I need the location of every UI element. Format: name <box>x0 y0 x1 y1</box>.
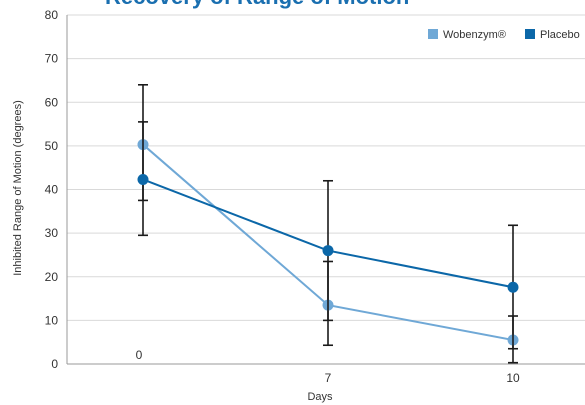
x-tick-label: 7 <box>325 371 332 385</box>
series-placebo <box>137 121 519 350</box>
y-tick-label: 60 <box>45 95 59 109</box>
legend-swatch-placebo <box>525 29 535 39</box>
x-axis-ticks: 0 7 10 <box>136 348 520 385</box>
legend-label-placebo: Placebo <box>540 29 580 41</box>
y-tick-label: 30 <box>45 226 59 240</box>
y-axis-label: Inhibited Range of Motion (degrees) <box>12 100 24 276</box>
legend: Wobenzym® Placebo <box>428 29 580 41</box>
data-point <box>507 281 519 293</box>
y-tick-label: 50 <box>45 139 59 153</box>
y-tick-label: 80 <box>45 8 59 22</box>
series-layer <box>137 84 519 364</box>
y-tick-label: 40 <box>45 183 59 197</box>
y-tick-label: 10 <box>45 313 59 327</box>
y-tick-label: 0 <box>51 357 58 371</box>
x-tick-label: 10 <box>506 371 520 385</box>
x-tick-label: 0 <box>136 348 143 362</box>
y-tick-label: 20 <box>45 270 59 284</box>
y-tick-label: 70 <box>45 52 59 66</box>
legend-swatch-wobenzym <box>428 29 438 39</box>
y-axis-ticks: 0 10 20 30 40 50 60 70 80 <box>45 8 59 371</box>
data-point <box>322 245 334 257</box>
gridlines <box>67 14 585 321</box>
data-point <box>137 173 149 185</box>
x-axis-label: Days <box>307 391 333 403</box>
legend-label-wobenzym: Wobenzym® <box>443 29 506 41</box>
chart-title: Recovery of Range of Motion <box>105 0 409 9</box>
